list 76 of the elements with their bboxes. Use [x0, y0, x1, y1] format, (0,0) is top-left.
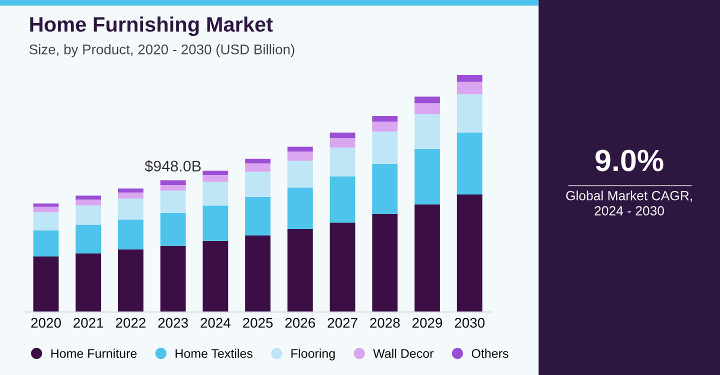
bar	[76, 196, 102, 200]
bar	[456, 94, 482, 133]
bar	[118, 188, 144, 193]
bar	[76, 205, 102, 225]
bar	[76, 200, 102, 206]
bar	[330, 222, 356, 312]
x-tick-label: 2022	[116, 318, 146, 328]
bar	[245, 172, 271, 197]
bar	[118, 192, 144, 198]
bar	[456, 82, 482, 94]
bar	[76, 224, 102, 254]
bar	[330, 138, 356, 148]
legend-label: Home Textiles	[176, 348, 252, 358]
bar	[372, 122, 398, 132]
bar	[414, 204, 440, 312]
bar	[202, 240, 228, 312]
bar	[202, 170, 228, 176]
x-tick-label: 2027	[328, 318, 358, 328]
bar	[76, 253, 102, 312]
x-tick-label: 2025	[243, 318, 273, 328]
x-tick-label: 2020	[31, 318, 61, 328]
legend-label: Wall Decor	[373, 348, 434, 358]
bar	[202, 182, 228, 206]
bar	[118, 249, 144, 312]
chart-title: Home Furnishing Market	[30, 16, 273, 36]
bar	[414, 96, 440, 104]
bar	[245, 196, 271, 236]
bar	[160, 190, 186, 213]
x-tick-label: 2030	[454, 318, 485, 328]
annotation: $948.0B	[144, 160, 201, 172]
bar	[414, 114, 440, 149]
bar	[330, 176, 356, 223]
x-tick-label: 2028	[370, 318, 400, 328]
bar	[118, 220, 144, 250]
bar	[372, 116, 398, 122]
text: Global Market CAGR, 2024 - 2030	[566, 190, 692, 216]
legend-label: Home Furniture	[51, 348, 137, 358]
x-tick-label: 2023	[158, 318, 188, 328]
bar	[245, 158, 271, 164]
bar	[33, 212, 59, 230]
bar	[287, 229, 313, 312]
bar	[330, 148, 356, 176]
bar	[287, 160, 313, 188]
bar	[330, 132, 356, 138]
bar	[33, 256, 59, 312]
bar	[414, 103, 440, 114]
bar	[118, 198, 144, 220]
bar	[287, 152, 313, 161]
x-tick-label: 2021	[74, 318, 104, 328]
bar	[287, 188, 313, 230]
bar	[160, 246, 186, 312]
bar	[456, 75, 482, 82]
bar	[160, 184, 186, 191]
chart-subtitle: Size, by Product, 2020 - 2030 (USD Billion)	[29, 44, 294, 58]
bar	[456, 132, 482, 194]
bar	[456, 194, 482, 312]
bar	[33, 230, 59, 257]
x-tick-label: 2024	[200, 318, 230, 328]
bar	[245, 163, 271, 172]
bar	[414, 148, 440, 204]
bar	[287, 146, 313, 152]
bar	[33, 203, 59, 207]
bar	[33, 206, 59, 212]
bar	[160, 180, 186, 185]
legend-label: Others	[472, 348, 508, 358]
bar	[202, 175, 228, 182]
text: 9.0%	[596, 150, 664, 172]
bar	[372, 132, 398, 164]
legend-label: Flooring	[291, 348, 335, 360]
bar	[372, 214, 398, 312]
bar	[372, 164, 398, 214]
bar	[202, 206, 228, 241]
bar	[160, 212, 186, 246]
x-tick-label: 2029	[412, 318, 442, 328]
x-tick-label: 2026	[285, 318, 316, 328]
bar	[245, 235, 271, 312]
